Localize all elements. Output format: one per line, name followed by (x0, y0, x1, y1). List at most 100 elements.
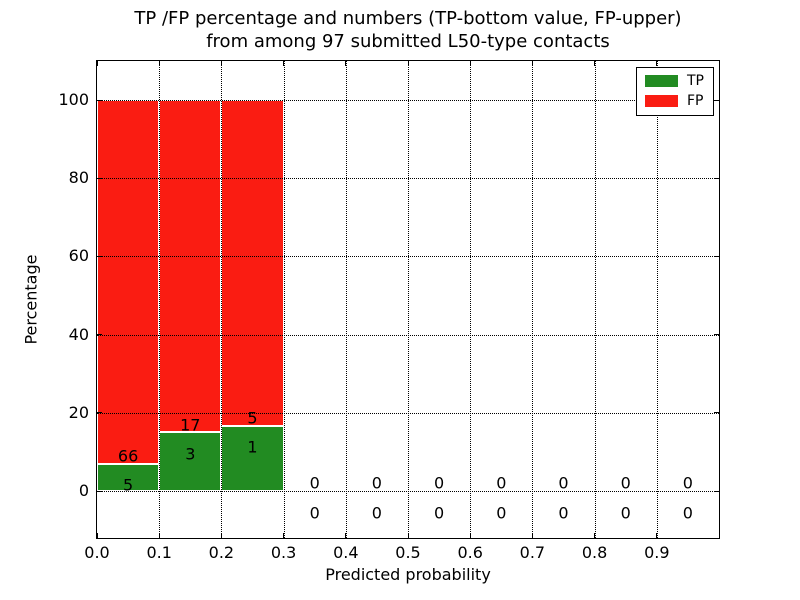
x-tick-mark (594, 533, 596, 538)
tp-count-label: 0 (620, 503, 631, 523)
y-tick-label: 60 (68, 246, 89, 266)
gridline-vertical (470, 61, 472, 538)
x-tick-mark (345, 61, 347, 66)
gridline-horizontal (97, 412, 719, 414)
x-tick-mark (531, 61, 533, 66)
y-tick-label: 100 (58, 90, 89, 110)
x-tick-label: 0.1 (146, 543, 172, 562)
legend-label-tp: TP (687, 73, 704, 89)
y-tick-mark (97, 255, 102, 257)
legend: TP FP (636, 67, 714, 116)
gridline-vertical (159, 61, 161, 538)
y-tick-mark (97, 490, 102, 492)
x-tick-mark (594, 61, 596, 66)
tp-count-label: 0 (309, 503, 320, 523)
x-tick-label: 0.4 (333, 543, 359, 562)
bar-fp-segment (97, 100, 160, 464)
gridline-vertical (656, 61, 658, 538)
y-tick-mark (97, 334, 102, 336)
x-tick-mark (220, 61, 222, 66)
fp-count-label: 0 (434, 473, 445, 493)
x-tick-label: 0.6 (457, 543, 483, 562)
tp-count-label: 0 (682, 503, 693, 523)
x-tick-label: 0.2 (208, 543, 235, 562)
tp-count-label: 5 (123, 475, 134, 495)
gridline-horizontal (97, 100, 719, 102)
y-tick-label: 0 (78, 481, 89, 501)
gridline-horizontal (97, 334, 719, 336)
x-tick-mark (220, 533, 222, 538)
x-tick-label: 0.9 (644, 543, 670, 562)
tp-count-label: 0 (496, 503, 507, 523)
x-tick-label: 0.5 (395, 543, 421, 562)
tp-count-label: 1 (247, 437, 258, 457)
x-tick-mark (656, 61, 658, 66)
x-tick-label: 0.8 (581, 543, 608, 562)
y-tick-mark (714, 490, 719, 492)
x-tick-mark (407, 61, 409, 66)
x-tick-label: 0.3 (270, 543, 297, 562)
y-tick-label: 20 (68, 402, 89, 422)
gridline-vertical (221, 61, 223, 538)
x-tick-mark (96, 61, 98, 66)
y-tick-mark (714, 99, 719, 101)
y-axis-label: Percentage (21, 254, 41, 345)
chart-title: TP /FP percentage and numbers (TP-bottom… (96, 7, 720, 53)
y-tick-mark (97, 177, 102, 179)
gridline-vertical (345, 61, 347, 538)
x-tick-label: 0.7 (519, 543, 546, 562)
bar-tp-segment (97, 463, 160, 492)
fp-count-label: 0 (309, 473, 320, 493)
fp-count-label: 66 (117, 446, 139, 466)
fp-count-label: 0 (371, 473, 382, 493)
gridline-vertical (594, 61, 596, 538)
gridline-vertical (408, 61, 409, 538)
fp-count-label: 0 (558, 473, 569, 493)
x-tick-mark (407, 533, 409, 538)
x-tick-mark (469, 533, 471, 538)
y-tick-mark (714, 334, 719, 336)
legend-label-fp: FP (687, 93, 704, 109)
x-tick-mark (656, 533, 658, 538)
legend-item-fp: FP (645, 94, 704, 108)
fp-count-label: 5 (247, 408, 258, 428)
gridline-vertical (283, 61, 285, 538)
tp-count-label: 3 (185, 444, 196, 464)
fp-color-swatch-icon (645, 95, 678, 107)
y-tick-mark (97, 412, 102, 414)
fp-count-label: 0 (496, 473, 507, 493)
fp-count-label: 17 (180, 415, 201, 435)
legend-item-tp: TP (645, 74, 704, 88)
y-tick-label: 40 (68, 324, 89, 344)
title-line-2: from among 97 submitted L50-type contact… (206, 31, 610, 52)
gridline-horizontal (97, 178, 719, 180)
x-tick-mark (345, 533, 347, 538)
x-axis-label: Predicted probability (325, 565, 491, 584)
x-tick-label: 0.0 (84, 543, 110, 562)
x-tick-mark (158, 533, 160, 538)
gridline-vertical (532, 61, 534, 538)
fp-count-label: 0 (682, 473, 693, 493)
x-tick-mark (469, 61, 471, 66)
bar-tp-segment (221, 425, 284, 492)
gridline-horizontal (97, 256, 719, 258)
bar-fp-segment (221, 100, 284, 426)
bar-tp-segment (159, 432, 222, 492)
x-tick-mark (283, 533, 285, 538)
y-tick-mark (714, 412, 719, 414)
tp-count-label: 0 (434, 503, 445, 523)
x-tick-mark (531, 533, 533, 538)
x-tick-mark (283, 61, 285, 66)
bar-fp-segment (159, 100, 222, 433)
y-tick-mark (97, 99, 102, 101)
plot-area: TP FP 66 5 17 3 5 1 0 0 0 0 0 0 0 0 0 0 0 0 0 0 (96, 60, 720, 539)
y-tick-label: 80 (68, 168, 89, 188)
y-tick-mark (714, 177, 719, 179)
x-tick-mark (96, 533, 98, 538)
x-tick-mark (158, 61, 160, 66)
fp-count-label: 0 (620, 473, 631, 493)
gridline-horizontal (97, 491, 719, 493)
tp-count-label: 0 (371, 503, 382, 523)
y-tick-mark (714, 255, 719, 257)
